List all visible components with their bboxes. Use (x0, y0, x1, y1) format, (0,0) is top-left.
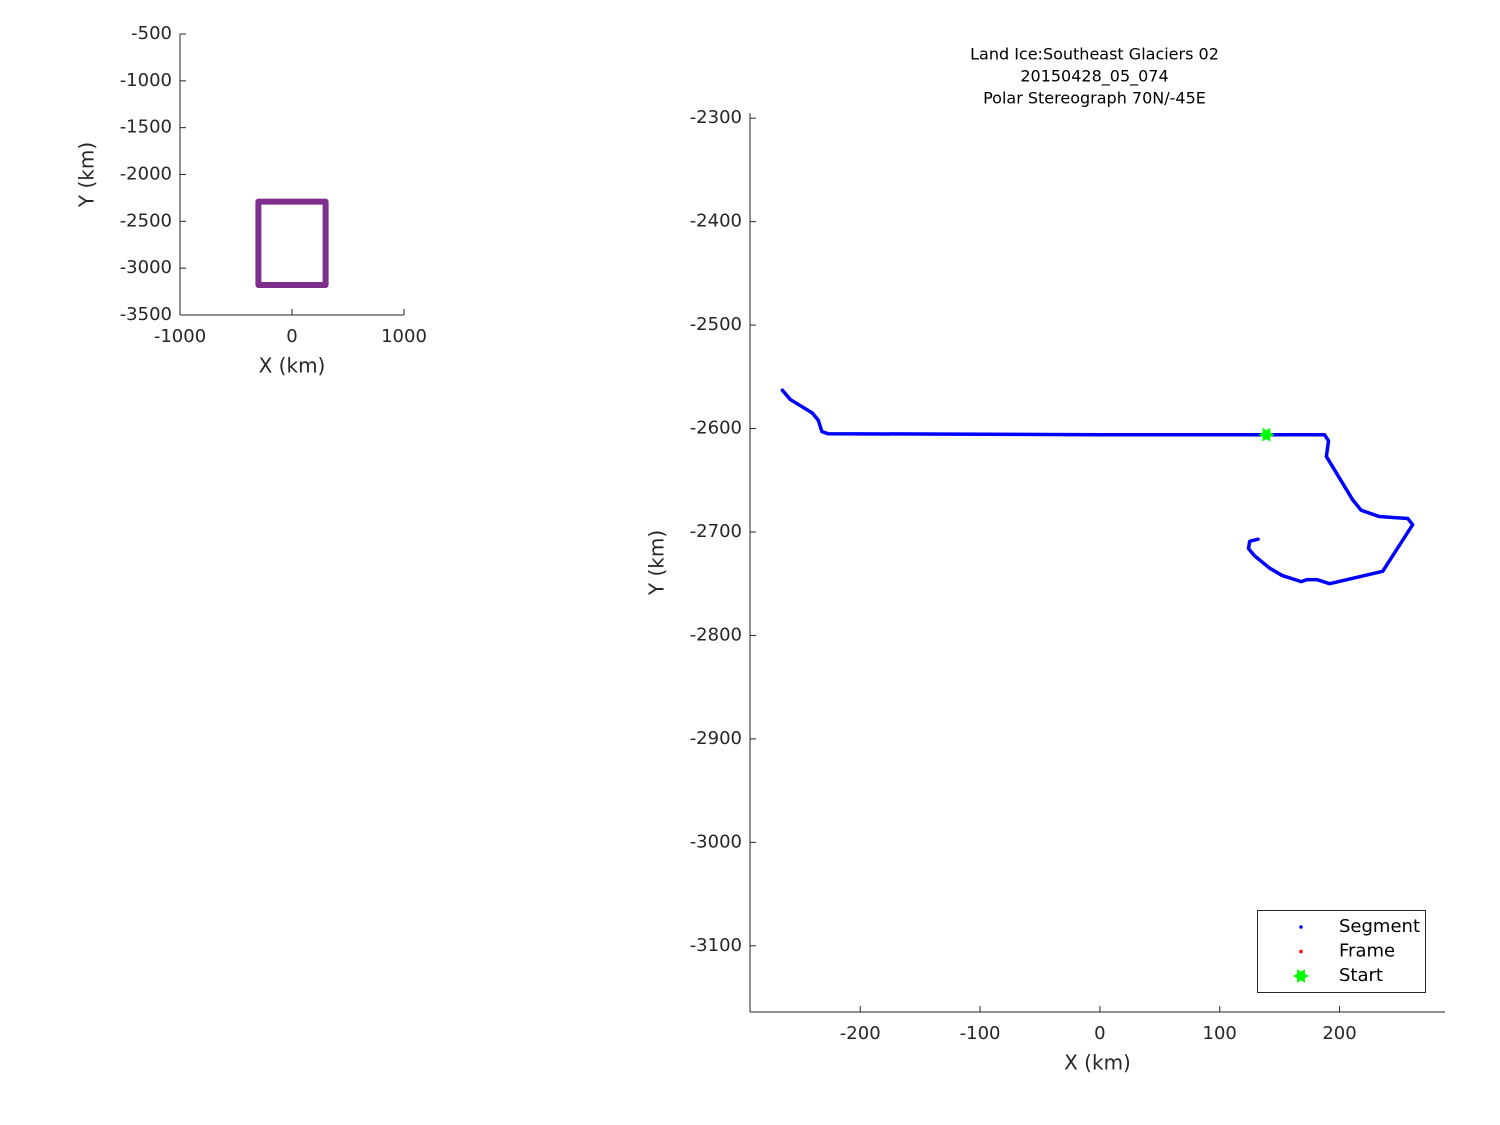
legend-marker (1299, 949, 1303, 954)
chart-title: Land Ice:Southeast Glaciers 02 (970, 45, 1219, 64)
x-tick-label: 200 (1322, 1023, 1356, 1044)
track-line (780, 388, 1415, 586)
x-tick-label: 0 (1094, 1023, 1105, 1044)
y-tick-label: -2700 (690, 521, 742, 542)
y-tick-label: -3100 (690, 935, 742, 956)
x-axis-label: X (km) (1064, 1051, 1131, 1075)
x-tick-label: -1000 (154, 326, 206, 347)
y-tick-label: -2500 (690, 314, 742, 335)
y-tick-label: -2000 (120, 164, 172, 185)
y-tick-label: -2600 (690, 418, 742, 439)
y-tick-label: -2300 (690, 107, 742, 128)
x-tick-label: 0 (286, 326, 297, 347)
legend-marker (1299, 925, 1303, 929)
y-tick-label: -2500 (120, 210, 172, 231)
chart-title: Polar Stereograph 70N/-45E (983, 89, 1206, 108)
x-tick-label: -100 (960, 1023, 1001, 1044)
y-tick-label: -500 (131, 23, 172, 44)
legend-marker (1293, 969, 1309, 983)
x-tick-label: 1000 (381, 326, 427, 347)
legend-box (1257, 910, 1426, 993)
x-axis-label: X (km) (259, 354, 326, 378)
y-tick-label: -3500 (120, 304, 172, 325)
legend-label: Start (1339, 965, 1383, 986)
y-axis-label: Y (km) (75, 142, 99, 208)
y-axis-label: Y (km) (645, 530, 669, 596)
y-tick-label: -2400 (690, 211, 742, 232)
x-tick-label: -200 (840, 1023, 881, 1044)
y-tick-label: -3000 (120, 257, 172, 278)
track-line (255, 198, 329, 289)
y-tick-label: -1000 (120, 70, 172, 91)
legend-label: Frame (1339, 941, 1395, 962)
x-tick-label: 100 (1203, 1023, 1237, 1044)
legend-label: Segment (1339, 916, 1420, 937)
y-tick-label: -2900 (690, 728, 742, 749)
y-tick-label: -2800 (690, 624, 742, 645)
y-tick-label: -1500 (120, 117, 172, 138)
chart-title: 20150428_05_074 (1020, 67, 1168, 87)
start-marker (1258, 427, 1275, 442)
y-tick-label: -3000 (690, 831, 742, 852)
